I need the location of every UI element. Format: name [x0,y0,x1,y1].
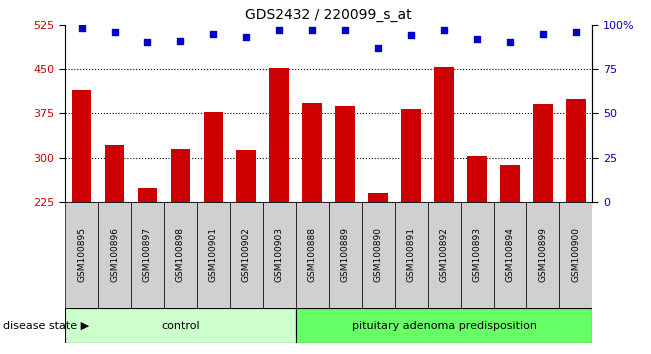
Point [208,31,219,36]
Point [274,27,284,33]
Bar [197,202,230,308]
Text: GSM100889: GSM100889 [340,227,350,282]
Bar [467,156,487,335]
Text: GSM100894: GSM100894 [506,227,514,282]
Bar [329,202,362,308]
Text: GSM100902: GSM100902 [242,227,251,282]
Point [571,29,581,35]
Text: GSM100901: GSM100901 [209,227,218,282]
Bar [72,90,91,335]
Text: GSM100897: GSM100897 [143,227,152,282]
Bar [566,98,586,335]
Text: GSM100890: GSM100890 [374,227,383,282]
Bar [335,105,355,335]
Point [76,25,87,31]
Point [406,33,417,38]
Text: GSM100895: GSM100895 [77,227,86,282]
Bar [500,165,520,335]
Point [143,40,153,45]
Text: GSM100900: GSM100900 [572,227,581,282]
Point [372,264,382,269]
Bar [493,202,527,308]
Bar [204,112,223,335]
Text: pituitary adenoma predisposition: pituitary adenoma predisposition [352,321,536,331]
Point [505,40,515,45]
Bar [296,202,329,308]
Text: GSM100891: GSM100891 [407,227,415,282]
Text: GSM100892: GSM100892 [439,227,449,282]
Text: control: control [161,321,200,331]
Bar [65,202,98,308]
Bar [236,150,256,335]
Bar [270,68,289,335]
Point [538,31,548,36]
Bar [171,149,190,335]
Bar [461,202,493,308]
Bar [137,188,158,335]
Bar [434,67,454,335]
Bar [401,109,421,335]
Text: GSM100893: GSM100893 [473,227,482,282]
Text: GSM100898: GSM100898 [176,227,185,282]
Text: GSM100888: GSM100888 [308,227,317,282]
Point [109,29,120,35]
Bar [131,202,164,308]
Bar [368,193,388,335]
Bar [395,202,428,308]
Bar [98,202,131,308]
Bar [263,202,296,308]
Bar [230,202,263,308]
Point [307,27,318,33]
Title: GDS2432 / 220099_s_at: GDS2432 / 220099_s_at [245,8,412,22]
Bar [302,103,322,335]
Text: GSM100896: GSM100896 [110,227,119,282]
Point [241,34,251,40]
Point [472,36,482,42]
Point [439,27,449,33]
Bar [105,144,124,335]
Bar [533,104,553,335]
Bar [428,202,461,308]
Bar [362,202,395,308]
Point [175,38,186,44]
Bar [65,308,296,343]
Bar [559,202,592,308]
Bar [296,308,592,343]
Text: disease state ▶: disease state ▶ [3,321,89,331]
Point [340,27,350,33]
Bar [527,202,559,308]
Text: GSM100903: GSM100903 [275,227,284,282]
Point [373,45,383,51]
Text: GSM100899: GSM100899 [538,227,547,282]
Bar [164,202,197,308]
